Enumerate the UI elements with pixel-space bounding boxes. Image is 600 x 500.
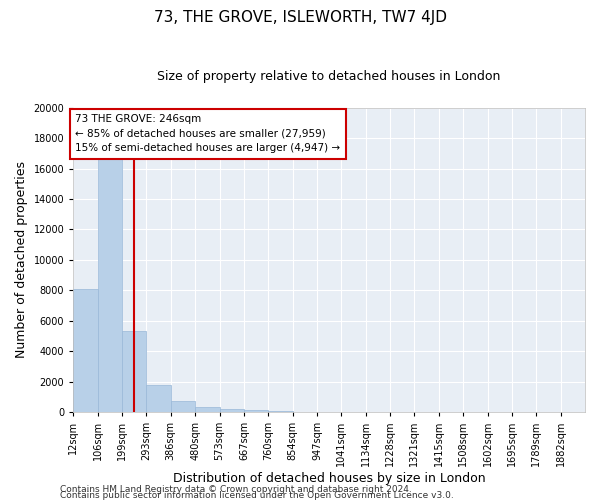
- Text: 73, THE GROVE, ISLEWORTH, TW7 4JD: 73, THE GROVE, ISLEWORTH, TW7 4JD: [154, 10, 446, 25]
- Bar: [73, 288, 98, 412]
- Bar: [244, 410, 268, 412]
- Title: Size of property relative to detached houses in London: Size of property relative to detached ho…: [157, 70, 501, 83]
- Bar: [98, 160, 122, 412]
- Bar: [171, 400, 195, 412]
- Text: Contains HM Land Registry data © Crown copyright and database right 2024.: Contains HM Land Registry data © Crown c…: [60, 484, 412, 494]
- X-axis label: Distribution of detached houses by size in London: Distribution of detached houses by size …: [173, 472, 485, 485]
- Bar: [122, 332, 146, 412]
- Y-axis label: Number of detached properties: Number of detached properties: [15, 162, 28, 358]
- Bar: [220, 409, 244, 412]
- Bar: [268, 410, 293, 412]
- Text: Contains public sector information licensed under the Open Government Licence v3: Contains public sector information licen…: [60, 490, 454, 500]
- Bar: [195, 408, 220, 412]
- Bar: [146, 386, 171, 412]
- Text: 73 THE GROVE: 246sqm
← 85% of detached houses are smaller (27,959)
15% of semi-d: 73 THE GROVE: 246sqm ← 85% of detached h…: [75, 114, 340, 154]
